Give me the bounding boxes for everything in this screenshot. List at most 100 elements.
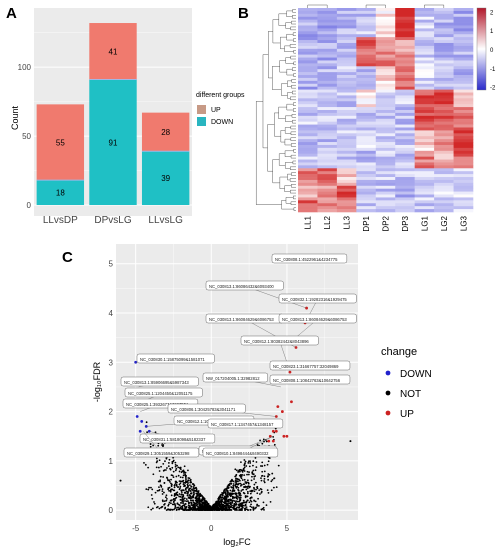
y-tick-label-c: 5 — [109, 260, 114, 269]
point-not — [171, 499, 173, 501]
row-dendrogram — [256, 9, 296, 211]
heatmap-cell — [317, 139, 338, 143]
heatmap-cell — [414, 150, 435, 155]
heatmap-cell — [453, 185, 474, 189]
point-not — [246, 487, 249, 490]
heatmap-cell — [298, 51, 318, 55]
point-not — [245, 465, 248, 467]
heatmap-cell — [414, 139, 435, 143]
annotation-box — [205, 280, 284, 291]
point-not — [250, 479, 253, 482]
point-not — [165, 494, 168, 497]
heatmap-cell — [453, 101, 474, 105]
point-not — [150, 494, 153, 496]
heatmap-cell — [375, 28, 396, 32]
heatmap-cell — [336, 174, 357, 178]
point-not — [273, 477, 275, 480]
heatmap-cell — [356, 147, 377, 152]
point-not — [262, 501, 265, 504]
dendrogram-branch — [284, 127, 291, 134]
dendrogram-branch — [290, 201, 296, 205]
heatmap-cell — [298, 110, 318, 114]
heatmap-cell — [317, 25, 338, 29]
heatmap-cell — [356, 13, 377, 18]
heatmap-cell — [414, 142, 435, 146]
dendrogram-branch — [272, 159, 280, 184]
heatmap-cell — [395, 98, 415, 102]
heatmap-cell — [317, 165, 338, 169]
colorbar — [476, 7, 487, 91]
heatmap-cell — [453, 13, 474, 18]
heatmap-cell — [356, 86, 377, 90]
point-not — [248, 465, 251, 468]
point-not — [244, 507, 247, 510]
point-not — [179, 482, 182, 485]
heatmap-cell — [375, 10, 396, 15]
point-not — [214, 507, 217, 509]
point-not — [173, 494, 176, 496]
heatmap-cell — [356, 150, 377, 155]
point-not — [250, 506, 253, 509]
heatmap-cell — [434, 156, 454, 160]
dendrogram-branch — [278, 13, 287, 26]
heatmap-cell — [356, 124, 377, 128]
point-not — [251, 475, 253, 478]
heatmap-cell — [453, 92, 474, 96]
heatmap-cell — [434, 142, 454, 146]
heatmap-cell — [414, 112, 435, 117]
point-not — [184, 488, 187, 491]
heatmap-cell — [395, 127, 415, 131]
heatmap-cell — [453, 60, 474, 64]
heatmap-cell — [356, 121, 377, 125]
point-not — [254, 481, 257, 484]
point-not — [233, 496, 236, 499]
point-not — [175, 475, 178, 478]
point-not — [160, 506, 162, 509]
heatmap-cell — [317, 40, 338, 44]
point-not — [182, 474, 185, 477]
heatmap-cell — [434, 89, 454, 93]
point-not — [241, 479, 244, 481]
heatmap-cell — [298, 40, 318, 44]
heatmap-cell — [395, 63, 415, 67]
heatmap-cell — [375, 200, 396, 204]
point-not — [192, 486, 195, 488]
heatmap-cell — [434, 203, 454, 207]
heatmap-cell — [317, 101, 338, 105]
point-not — [253, 478, 255, 480]
point-up — [267, 439, 271, 443]
point-not — [263, 480, 265, 482]
heatmap-cell — [298, 57, 318, 61]
point-not — [165, 469, 167, 471]
heatmap-cell — [453, 77, 474, 82]
heatmap-cell — [317, 133, 338, 137]
heatmap-cell — [434, 191, 454, 195]
heatmap-cell — [298, 150, 318, 155]
point-not — [188, 477, 191, 480]
point-not — [243, 463, 246, 466]
point-not — [195, 489, 198, 492]
heatmap-cell — [395, 112, 415, 117]
point-not — [239, 484, 242, 487]
heatmap-cell — [414, 182, 435, 187]
point-not — [172, 503, 175, 506]
point-not — [223, 504, 226, 507]
point-not — [235, 492, 238, 495]
heatmap-cell — [434, 144, 454, 149]
dendrogram-branch — [287, 173, 292, 181]
column-label: LG1 — [420, 215, 429, 231]
point-not — [222, 503, 225, 506]
point-not — [240, 477, 243, 480]
heatmap-cell — [434, 107, 454, 111]
point-not — [237, 483, 239, 486]
dendrogram-branch — [272, 66, 282, 90]
heatmap-cell — [336, 182, 357, 187]
panel-b: B LL1 LL2 LL3 DP1 DP2 DP3 LG1 LG2 LG3 2 1 0 -1 -2 — [238, 4, 496, 232]
heatmap-cell — [336, 200, 357, 204]
point-not — [186, 480, 189, 483]
heatmap-cell — [356, 63, 377, 67]
heatmap-cell — [395, 182, 415, 187]
point-not — [190, 488, 193, 491]
heatmap-cell — [336, 10, 357, 15]
heatmap-cell — [356, 159, 377, 163]
